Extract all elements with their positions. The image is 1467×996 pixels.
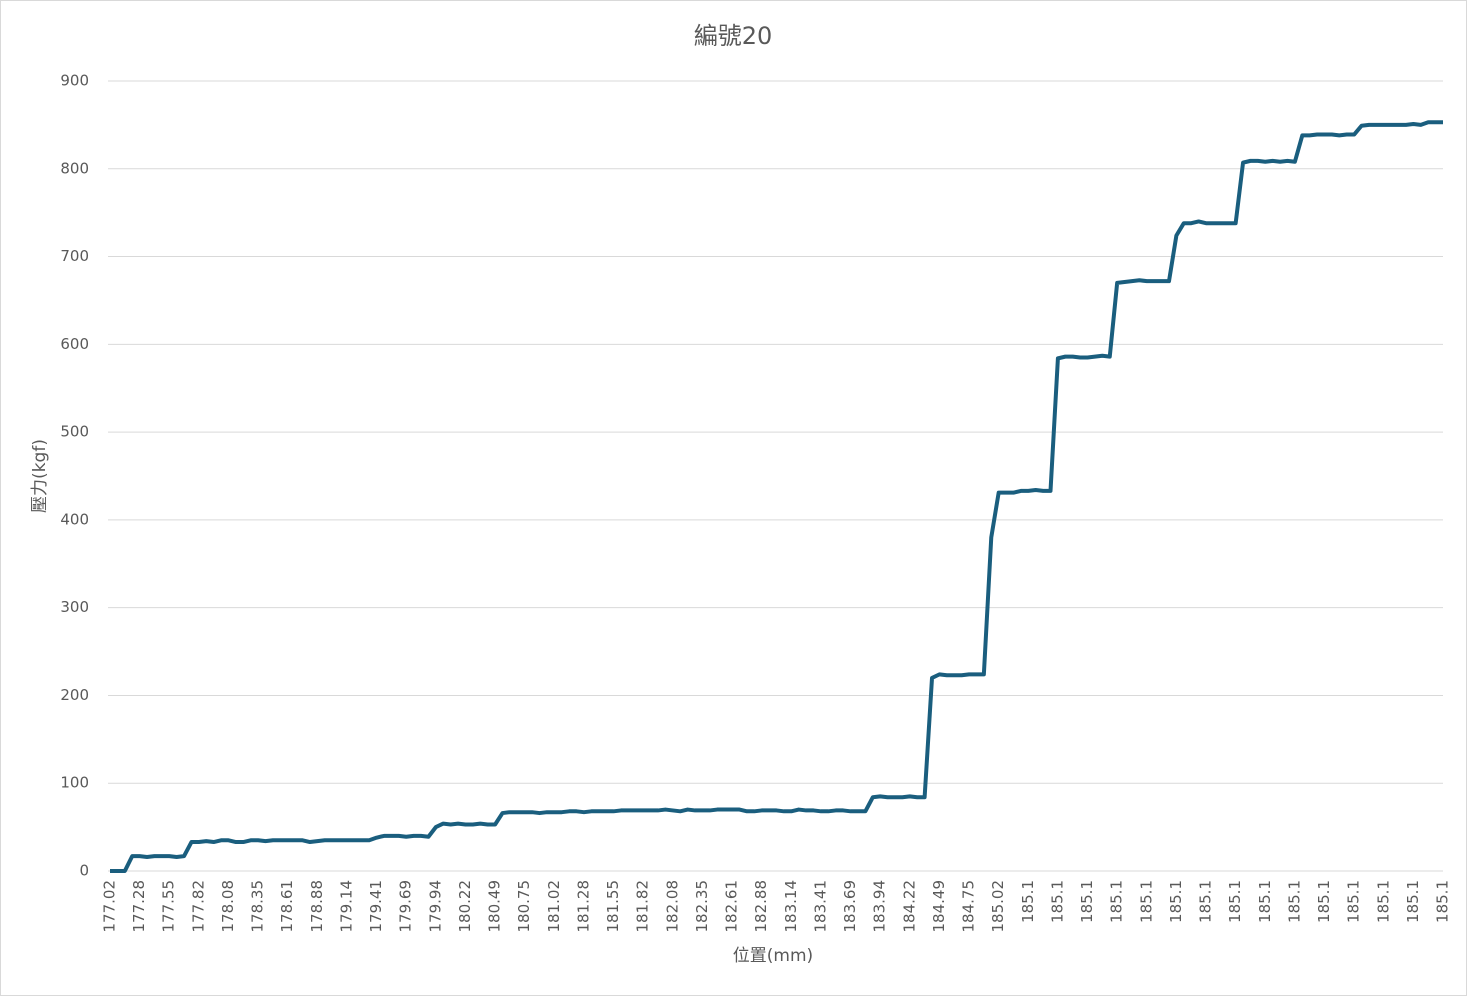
x-tick-label: 177.55	[160, 880, 178, 933]
x-tick-label: 185.1	[1256, 880, 1274, 923]
x-tick-label: 185.1	[1048, 880, 1066, 923]
y-tick-label: 500	[60, 423, 89, 441]
x-tick-label: 184.49	[930, 880, 948, 933]
data-line	[110, 120, 1443, 873]
x-tick-label: 183.14	[782, 880, 800, 933]
y-tick-label: 700	[60, 247, 89, 265]
x-tick-label: 180.49	[486, 880, 504, 933]
y-tick-label: 900	[60, 72, 89, 90]
y-tick-label: 800	[60, 159, 89, 177]
x-tick-label: 180.75	[515, 880, 533, 933]
chart-title: 編號20	[694, 22, 773, 50]
x-tick-label: 185.1	[1078, 880, 1096, 923]
x-tick-label: 185.1	[1315, 880, 1333, 923]
x-tick-label: 185.1	[1285, 880, 1303, 923]
x-tick-label: 178.61	[278, 880, 296, 933]
x-tick-label: 181.82	[634, 880, 652, 933]
y-tick-label: 100	[60, 774, 89, 792]
x-tick-label: 179.94	[426, 880, 444, 933]
x-tick-label: 181.55	[604, 880, 622, 933]
x-tick-label: 178.08	[219, 880, 237, 933]
x-tick-label: 179.41	[367, 880, 385, 933]
x-tick-label: 185.1	[1108, 880, 1126, 923]
y-tick-label: 400	[60, 510, 89, 528]
x-tick-label: 177.28	[130, 880, 148, 933]
x-tick-label: 185.1	[1374, 880, 1392, 923]
x-tick-label: 185.1	[1345, 880, 1363, 923]
x-tick-label: 178.35	[249, 880, 267, 933]
x-tick-label: 179.14	[337, 880, 355, 933]
x-tick-label: 184.22	[900, 880, 918, 933]
x-tick-label: 180.22	[456, 880, 474, 933]
x-tick-label: 185.1	[1019, 880, 1037, 923]
x-tick-label: 182.08	[663, 880, 681, 933]
x-tick-label: 178.88	[308, 880, 326, 933]
x-tick-label: 185.1	[1434, 880, 1452, 923]
x-tick-label: 181.28	[574, 880, 592, 933]
x-tick-label: 183.69	[841, 880, 859, 933]
x-tick-label: 182.35	[693, 880, 711, 933]
x-tick-label: 177.02	[101, 880, 119, 933]
x-tick-label: 185.1	[1167, 880, 1185, 923]
x-tick-label: 177.82	[189, 880, 207, 933]
x-axis-label: 位置(mm)	[733, 946, 813, 966]
x-tick-label: 179.69	[397, 880, 415, 933]
x-tick-label: 185.1	[1137, 880, 1155, 923]
x-tick-label: 182.61	[723, 880, 741, 933]
x-tick-label: 185.02	[989, 880, 1007, 933]
x-tick-label: 185.1	[1404, 880, 1422, 923]
y-tick-label: 600	[60, 335, 89, 353]
x-tick-label: 182.88	[752, 880, 770, 933]
x-tick-label: 185.1	[1226, 880, 1244, 923]
y-tick-label: 200	[60, 686, 89, 704]
x-tick-label: 183.94	[871, 880, 889, 933]
x-tick-label: 183.41	[811, 880, 829, 933]
x-tick-label: 181.02	[545, 880, 563, 933]
y-axis-label: 壓力(kgf)	[30, 439, 50, 513]
y-tick-label: 300	[60, 598, 89, 616]
y-tick-label: 0	[79, 862, 89, 880]
x-tick-label: 184.75	[960, 880, 978, 933]
x-tick-label: 185.1	[1197, 880, 1215, 923]
